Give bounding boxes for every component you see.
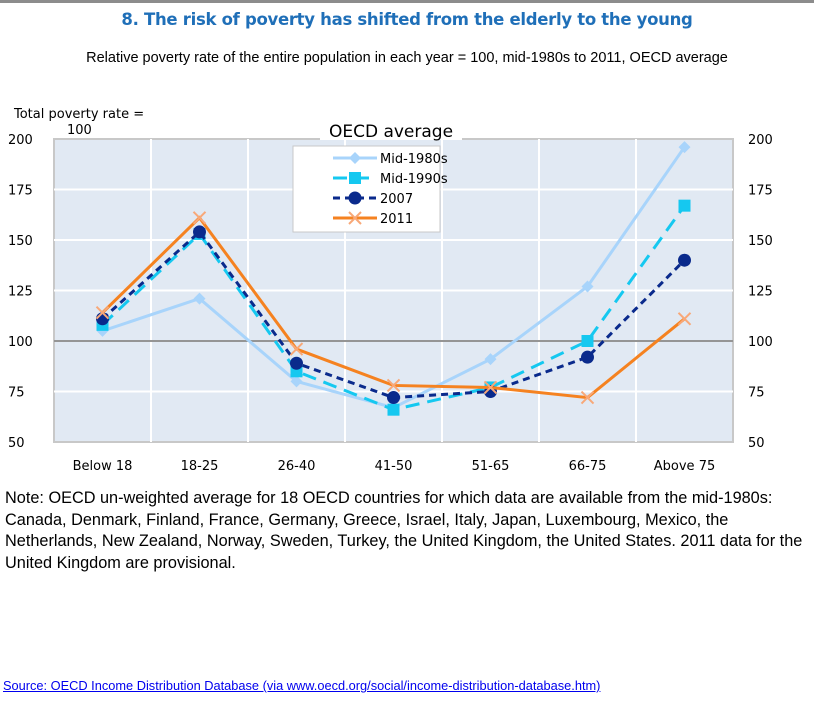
x-tick-label: 26-40 xyxy=(278,459,316,474)
y-tick-label-right: 100 xyxy=(748,335,773,350)
data-point xyxy=(580,390,595,405)
data-point xyxy=(386,378,401,393)
y-tick-label-right: 150 xyxy=(748,234,773,249)
source-link[interactable]: Source: OECD Income Distribution Databas… xyxy=(3,678,601,693)
series-2011 xyxy=(95,211,692,405)
data-point xyxy=(95,306,110,320)
y-tick-label-left: 75 xyxy=(8,386,25,401)
data-point xyxy=(678,199,691,212)
x-tick-label: Above 75 xyxy=(654,459,715,474)
data-point xyxy=(290,375,303,388)
data-point xyxy=(193,225,206,239)
legend-label: Mid-1980s xyxy=(380,152,448,167)
legend-title-bg xyxy=(320,118,462,140)
legend-marker xyxy=(349,152,361,164)
y-tick-label-left: 175 xyxy=(8,184,33,199)
legend-marker xyxy=(349,172,361,184)
legend-label: 2007 xyxy=(380,192,413,207)
legend-marker xyxy=(348,211,362,225)
data-point xyxy=(677,312,692,326)
chart-subtitle: Relative poverty rate of the entire popu… xyxy=(86,50,728,66)
y-tick-label-left: 50 xyxy=(8,436,25,451)
data-point xyxy=(678,141,691,154)
data-point xyxy=(678,253,691,267)
legend-label: 2011 xyxy=(380,212,413,227)
data-point xyxy=(581,280,594,293)
y-tick-label-left: 125 xyxy=(8,285,33,300)
data-point xyxy=(581,350,594,364)
x-tick-label: 41-50 xyxy=(375,459,413,474)
y-tick-label-right: 200 xyxy=(748,133,773,148)
legend-marker xyxy=(348,191,362,205)
data-point xyxy=(289,342,304,356)
x-tick-label: 18-25 xyxy=(181,459,219,474)
y-tick-label-left: 200 xyxy=(8,133,33,148)
y-axis-label-line2: 100 xyxy=(67,123,92,138)
x-tick-label: Below 18 xyxy=(73,459,133,474)
data-point xyxy=(192,211,207,225)
data-point xyxy=(387,391,400,405)
data-point xyxy=(484,353,497,366)
top-border xyxy=(0,0,814,3)
y-tick-label-right: 75 xyxy=(748,386,765,401)
chart-title: 8. The risk of poverty has shifted from … xyxy=(121,10,693,29)
data-point xyxy=(96,312,109,326)
y-tick-label-left: 100 xyxy=(8,335,33,350)
x-tick-label: 51-65 xyxy=(472,459,510,474)
data-point xyxy=(581,335,594,347)
legend-title: OECD average xyxy=(329,122,453,142)
data-point xyxy=(387,403,400,416)
y-tick-label-right: 50 xyxy=(748,436,765,451)
y-tick-label-left: 150 xyxy=(8,234,33,249)
y-tick-label-right: 175 xyxy=(748,184,773,199)
footnote: Note: OECD un-weighted average for 18 OE… xyxy=(5,489,803,572)
data-point xyxy=(290,356,303,370)
data-point xyxy=(483,380,498,395)
y-axis-label-line1: Total poverty rate = xyxy=(13,107,144,122)
legend-label: Mid-1990s xyxy=(380,172,448,187)
x-tick-label: 66-75 xyxy=(569,459,607,474)
y-tick-label-right: 125 xyxy=(748,285,773,300)
data-point xyxy=(193,292,206,305)
